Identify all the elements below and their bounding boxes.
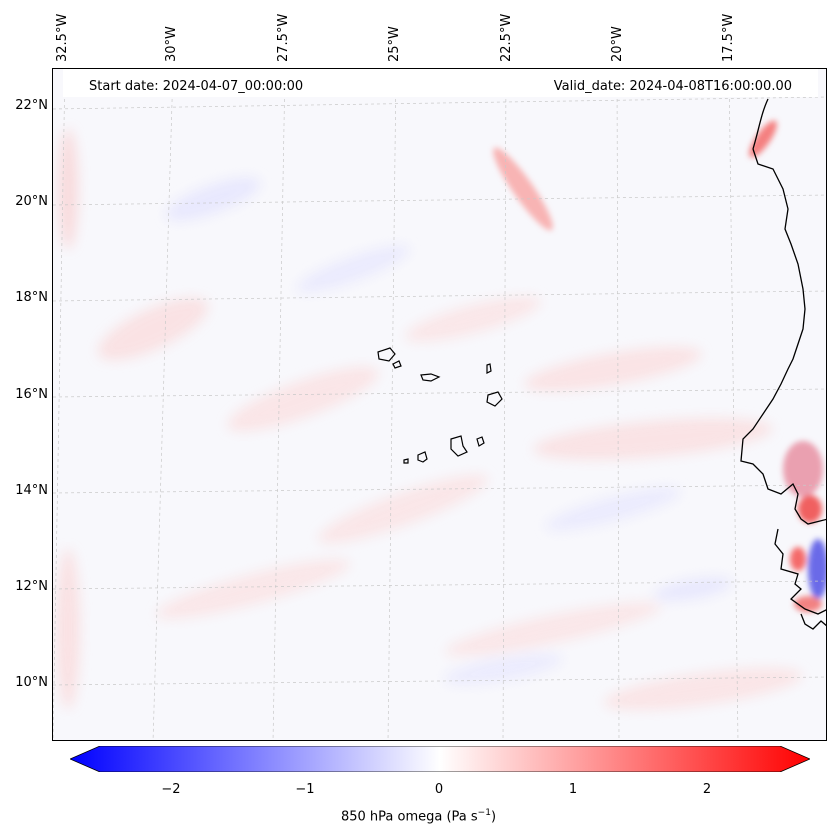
lon-label: 30°W: [164, 26, 179, 62]
lat-label: 10°N: [15, 675, 48, 690]
colorbar-tick: −1: [295, 782, 315, 797]
lon-label: 27.5°W: [276, 13, 291, 62]
colorbar: [68, 745, 812, 773]
valid-date-label: Valid_date: 2024-04-08T16:00:00.00: [553, 79, 792, 94]
colorbar-tick: −2: [161, 782, 181, 797]
colorbar-label: 850 hPa omega (Pa s−1): [340, 808, 497, 825]
lon-label: 20°W: [610, 26, 625, 62]
date-header: Start date: 2024-04-07_00:00:00 Valid_da…: [63, 69, 818, 97]
lon-label: 22.5°W: [499, 13, 514, 62]
map-panel: Start date: 2024-04-07_00:00:00 Valid_da…: [52, 68, 827, 741]
lon-label: 17.5°W: [721, 13, 736, 62]
start-date-label: Start date: 2024-04-07_00:00:00: [89, 79, 304, 94]
lat-label: 12°N: [15, 579, 48, 594]
lon-label: 25°W: [387, 26, 402, 62]
colorbar-tick: 2: [702, 782, 712, 797]
colorbar-tick: 1: [568, 782, 578, 797]
colorbar-gradient: [68, 745, 812, 773]
lon-label: 32.5°W: [55, 13, 70, 62]
lat-label: 20°N: [15, 194, 48, 209]
omega-field-map: [53, 69, 826, 740]
lat-label: 18°N: [15, 290, 48, 305]
lat-label: 22°N: [15, 98, 48, 113]
colorbar-tick: 0: [434, 782, 444, 797]
lat-label: 16°N: [15, 387, 48, 402]
lat-label: 14°N: [15, 483, 48, 498]
